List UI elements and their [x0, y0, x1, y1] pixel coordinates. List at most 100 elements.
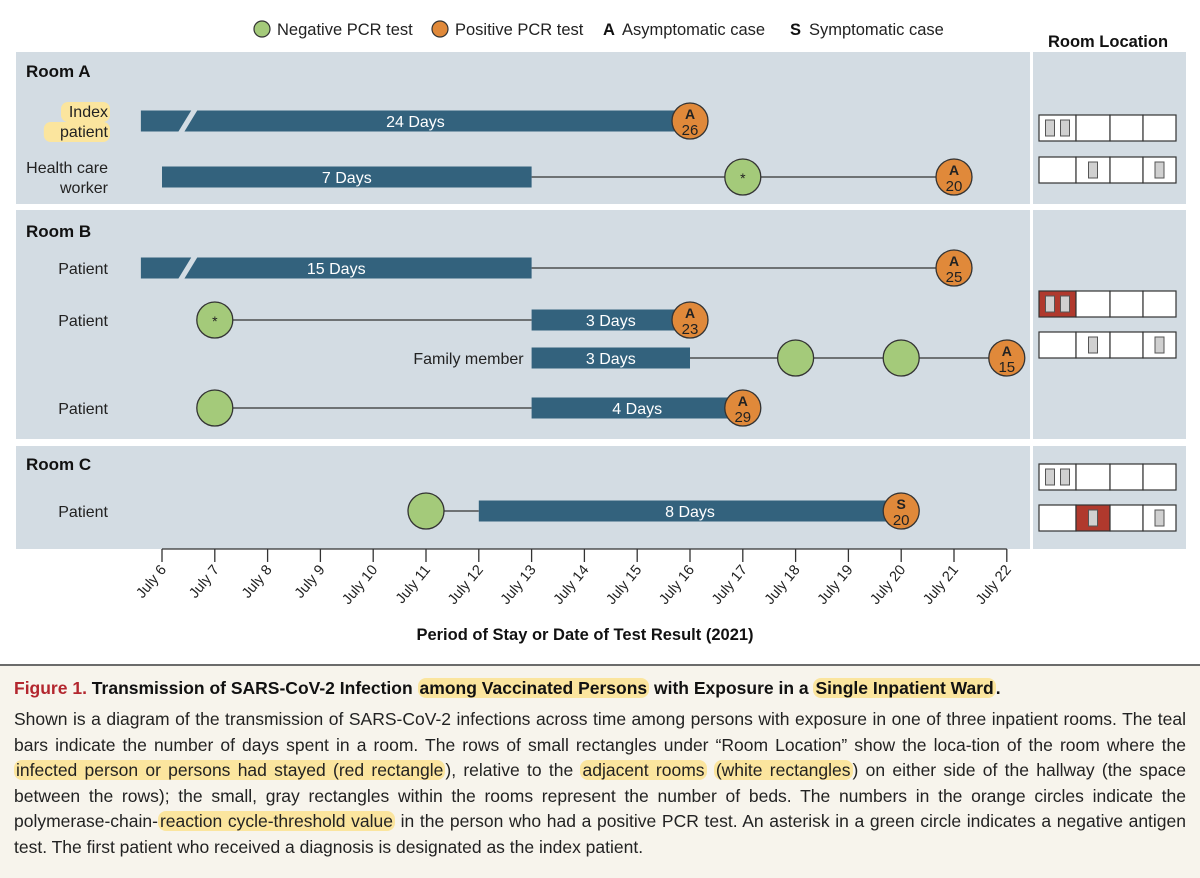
room-title: Room A: [26, 62, 91, 81]
legend-item: S Symptomatic case: [790, 21, 944, 39]
transmission-timeline-chart: Negative PCR test Positive PCR test A Asymp…: [16, 20, 1186, 644]
stay-bar-label: 24 Days: [386, 114, 445, 131]
x-axis-title: Period of Stay or Date of Test Result (2…: [416, 626, 753, 644]
legend-label: Positive PCR test: [455, 21, 584, 39]
stay-bar-label: 15 Days: [307, 261, 366, 278]
bed-rectangle: [1088, 509, 1098, 527]
x-tick-label: July 8: [239, 562, 276, 601]
adjacent-room-cell: [1075, 290, 1111, 318]
room-panel-background: [16, 210, 1030, 439]
positive-test-marker: S20: [882, 492, 920, 530]
positive-test-circle: [935, 249, 973, 287]
x-tick-label: July 21: [920, 562, 962, 607]
room-title: Room C: [26, 455, 91, 474]
caption-body-highlight: adjacent rooms: [580, 760, 707, 780]
positive-test-marker: A15: [988, 339, 1026, 377]
stay-bar: [140, 257, 532, 279]
cycle-threshold-value: 25: [946, 269, 963, 286]
bed-rectangle: [1088, 161, 1098, 179]
row-label: Patient: [58, 261, 108, 278]
positive-test-circle: [882, 492, 920, 530]
bed-rectangle: [1088, 336, 1098, 354]
caption-body-highlight: (white rectangles: [713, 760, 853, 780]
row-label: patient: [60, 124, 109, 141]
bed-rectangle: [1045, 119, 1055, 137]
case-type-letter: A: [1002, 343, 1012, 359]
x-tick-label: July 17: [709, 562, 751, 607]
x-tick-label: July 6: [133, 562, 170, 601]
stay-bar-label: 3 Days: [586, 351, 636, 368]
x-tick-label: July 22: [973, 562, 1015, 607]
case-type-letter: A: [685, 106, 695, 122]
bed-rectangle: [1060, 119, 1070, 137]
negative-test-circle: [724, 158, 762, 196]
caption-title-highlight: Single Inpatient Ward: [813, 678, 996, 698]
adjacent-room-cell: [1109, 331, 1144, 359]
caption-body-highlight: infected person or persons had stayed (r…: [14, 760, 446, 780]
adjacent-room-cell: [1075, 331, 1111, 359]
stay-bar: [162, 166, 532, 188]
negative-test-circle: [196, 389, 234, 427]
stay-bar: [531, 397, 743, 419]
bed-rectangle: [1060, 295, 1070, 313]
positive-test-marker: A23: [671, 301, 709, 339]
antigen-test-asterisk: *: [740, 170, 746, 186]
room-title: Room B: [26, 222, 91, 241]
stay-bar-label: 4 Days: [612, 401, 662, 418]
adjacent-room-cell: [1142, 463, 1177, 491]
cycle-threshold-value: 20: [946, 178, 963, 195]
adjacent-room-cell: [1109, 504, 1144, 532]
legend-letter: A: [603, 21, 615, 39]
x-tick-label: July 12: [445, 562, 487, 607]
row-label: Health care: [26, 160, 108, 177]
axis-break-mark: [177, 109, 198, 133]
bed-rectangle: [1045, 295, 1055, 313]
figure-caption: Figure 1. Transmission of SARS-CoV-2 Inf…: [0, 664, 1200, 878]
negative-test-circle: [776, 339, 815, 377]
adjacent-room-cell: [1142, 290, 1177, 318]
negative-test-circle: [882, 339, 920, 377]
room-panel-background: [16, 446, 1030, 549]
x-tick-label: July 16: [656, 562, 698, 607]
x-tick-label: July 15: [603, 562, 645, 607]
cycle-threshold-value: 29: [734, 409, 751, 426]
negative-test-marker: [776, 339, 815, 377]
caption-body-text: ), relative to the: [445, 760, 581, 780]
timeline-row: Patient 15 Days A25: [58, 249, 973, 287]
room-location-row: [1038, 290, 1177, 318]
adjacent-room-cell: [1038, 463, 1077, 491]
bed-rectangle: [1154, 336, 1165, 354]
legend-letter: S: [790, 21, 801, 39]
adjacent-room-cell: [1109, 156, 1144, 184]
stay-bar-label: 8 Days: [665, 504, 715, 521]
caption-body-highlight: reaction cycle-threshold value: [157, 811, 396, 831]
x-tick-label: July 7: [186, 562, 223, 601]
cycle-threshold-value: 15: [998, 359, 1015, 376]
legend-item: Negative PCR test: [253, 20, 413, 39]
legend-label: Asymptomatic case: [622, 21, 765, 39]
adjacent-room-cell: [1075, 114, 1111, 142]
row-label: Patient: [58, 401, 108, 418]
room-location-panel: [1033, 446, 1186, 549]
case-type-letter: A: [738, 393, 748, 409]
x-tick-label: July 20: [867, 562, 909, 607]
row-label: Patient: [58, 313, 108, 330]
row-label: Index: [69, 104, 108, 121]
stay-bar: [531, 309, 690, 331]
cycle-threshold-value: 23: [682, 321, 699, 338]
positive-test-marker: A29: [724, 389, 762, 427]
negative-test-marker: *: [196, 301, 234, 339]
infected-room-cell: [1038, 290, 1077, 318]
case-type-letter: A: [949, 253, 959, 269]
case-type-letter: A: [949, 162, 959, 178]
adjacent-room-cell: [1038, 156, 1077, 184]
x-axis: July 6 July 7 July 8 July 9 July 10 July 11 Ju…: [133, 548, 1015, 644]
antigen-test-asterisk: *: [212, 313, 218, 329]
room-location-row: [1038, 504, 1177, 532]
adjacent-room-cell: [1075, 463, 1111, 491]
positive-test-circle: [671, 301, 709, 339]
positive-test-circle: [935, 158, 973, 196]
bed-rectangle: [1154, 161, 1165, 179]
